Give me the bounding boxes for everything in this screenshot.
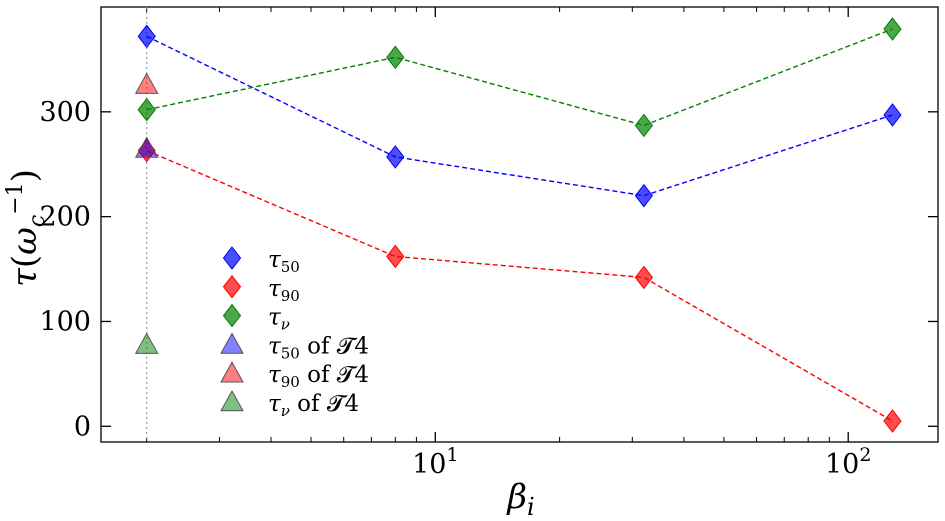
legend-label: τ50	[268, 247, 300, 276]
legend-symbol: τ	[268, 305, 282, 331]
x-tick-label: 101	[412, 444, 458, 480]
series-line-0	[146, 35, 893, 197]
data-point-series-3	[134, 136, 159, 158]
axes-frame	[100, 6, 939, 443]
legend-suffix: of 𝓣4	[300, 333, 369, 359]
legend-label: τ90	[268, 276, 300, 305]
y-tick-label: 100	[39, 306, 91, 337]
legend-diamond-marker	[222, 303, 242, 328]
x-axis-title: βi	[505, 477, 534, 521]
y-axis-tau: τ	[5, 267, 45, 287]
data-point-series-1	[386, 244, 405, 269]
legend-subscript: 90	[281, 287, 300, 305]
legend-entry: τ50	[222, 246, 300, 276]
y-tick-label: 0	[74, 411, 91, 442]
legend-entry: τ50 of 𝓣4	[220, 332, 369, 362]
legend-entry: τ90 of 𝓣4	[220, 361, 369, 391]
legend-triangle-marker	[220, 361, 244, 383]
legend-diamond-marker	[222, 246, 242, 270]
x-axis-subscript: i	[527, 493, 535, 521]
legend-label: τν of 𝓣4	[268, 391, 359, 420]
data-point-series-0	[883, 103, 902, 127]
legend-label: τν	[268, 305, 290, 334]
data-point-series-4	[134, 72, 159, 94]
legend-symbol: τ	[268, 362, 282, 388]
legend-symbol: τ	[268, 276, 282, 302]
data-point-series-0	[137, 24, 156, 49]
data-point-series-0	[634, 183, 654, 208]
legend-symbol: τ	[268, 391, 282, 417]
legend-entry: τ90	[222, 274, 300, 305]
legend-subscript: 50	[281, 258, 300, 276]
data-point-series-2	[386, 45, 405, 70]
legend-entry: τν of 𝓣4	[220, 389, 359, 420]
legend-subscript: 50	[281, 344, 300, 362]
legend-subscript: ν	[281, 402, 290, 420]
legend-triangle-marker	[220, 332, 244, 354]
legend-symbol: τ	[268, 247, 282, 273]
y-axis-omega: ω	[5, 227, 45, 255]
data-point-series-2	[634, 113, 654, 138]
x-tick-exponent: 2	[859, 444, 871, 466]
legend-triangle-marker	[220, 389, 244, 412]
data-point-series-5	[134, 332, 159, 354]
legend-label: τ90 of 𝓣4	[268, 362, 369, 391]
data-point-series-2	[137, 97, 156, 122]
legend-subscript: 90	[281, 373, 300, 391]
y-axis-superscript: −1	[3, 182, 28, 214]
x-tick-base: 10	[825, 449, 859, 480]
legend-entry: τν	[222, 303, 290, 334]
y-axis-paren-close: )	[5, 169, 45, 182]
data-point-series-0	[386, 145, 405, 169]
y-axis-title: τ(ωc−1)	[3, 169, 50, 287]
x-tick-exponent: 1	[446, 444, 458, 466]
y-axis-subscript: c	[25, 215, 50, 227]
data-point-series-1	[634, 265, 654, 290]
legend-symbol: τ	[268, 333, 282, 359]
series-line-1	[146, 149, 893, 422]
x-tick-base: 10	[412, 449, 446, 480]
y-tick-label: 200	[39, 202, 91, 233]
data-point-series-2	[883, 17, 902, 41]
y-tick-label: 300	[39, 97, 91, 128]
y-axis-paren-open: (	[5, 255, 45, 268]
data-point-series-1	[883, 409, 902, 433]
legend-suffix: of 𝓣4	[300, 362, 369, 388]
legend-diamond-marker	[222, 274, 242, 299]
x-tick-label: 102	[825, 444, 871, 480]
legend-subscript: ν	[281, 316, 290, 334]
legend-suffix: of 𝓣4	[290, 391, 359, 417]
series-line-2	[146, 28, 893, 127]
legend-label: τ50 of 𝓣4	[268, 333, 369, 362]
